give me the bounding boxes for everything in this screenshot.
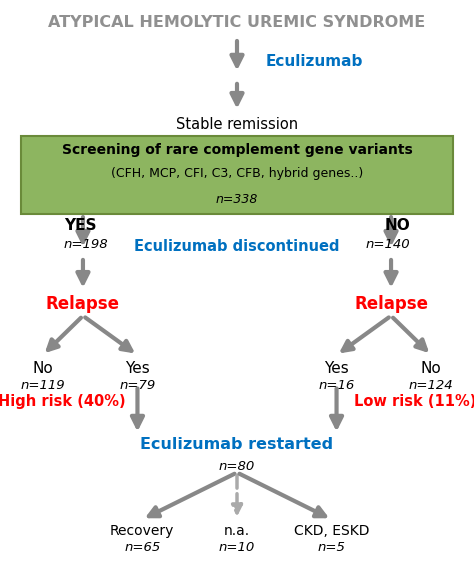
FancyBboxPatch shape	[21, 136, 453, 214]
Text: Eculizumab restarted: Eculizumab restarted	[140, 437, 334, 453]
Text: n=5: n=5	[318, 541, 346, 554]
Text: n=16: n=16	[319, 379, 355, 392]
Text: YES: YES	[64, 218, 97, 234]
Text: Eculizumab: Eculizumab	[265, 54, 363, 69]
Text: NO: NO	[384, 218, 410, 234]
Text: Relapse: Relapse	[46, 295, 120, 313]
Text: n=338: n=338	[216, 193, 258, 206]
Text: Eculizumab discontinued: Eculizumab discontinued	[134, 239, 340, 255]
Text: (CFH, MCP, CFI, C3, CFB, hybrid genes..): (CFH, MCP, CFI, C3, CFB, hybrid genes..)	[111, 167, 363, 180]
Text: n=198: n=198	[64, 238, 109, 251]
Text: Yes: Yes	[324, 361, 349, 376]
Text: n=124: n=124	[409, 379, 454, 392]
Text: n=80: n=80	[219, 460, 255, 473]
Text: n.a.: n.a.	[224, 524, 250, 538]
Text: n=79: n=79	[119, 379, 155, 392]
Text: n=65: n=65	[124, 541, 160, 554]
Text: No: No	[32, 361, 53, 376]
Text: Relapse: Relapse	[354, 295, 428, 313]
Text: High risk (40%): High risk (40%)	[0, 394, 126, 410]
Text: CKD, ESKD: CKD, ESKD	[294, 524, 370, 538]
Text: n=119: n=119	[20, 379, 65, 392]
Text: Screening of rare complement gene variants: Screening of rare complement gene varian…	[62, 143, 412, 157]
Text: Yes: Yes	[125, 361, 150, 376]
Text: n=140: n=140	[365, 238, 410, 251]
Text: Stable remission: Stable remission	[176, 117, 298, 133]
Text: No: No	[421, 361, 442, 376]
Text: Low risk (11%): Low risk (11%)	[354, 394, 474, 410]
Text: ATYPICAL HEMOLYTIC UREMIC SYNDROME: ATYPICAL HEMOLYTIC UREMIC SYNDROME	[48, 15, 426, 30]
Text: Recovery: Recovery	[110, 524, 174, 538]
Text: n=10: n=10	[219, 541, 255, 554]
